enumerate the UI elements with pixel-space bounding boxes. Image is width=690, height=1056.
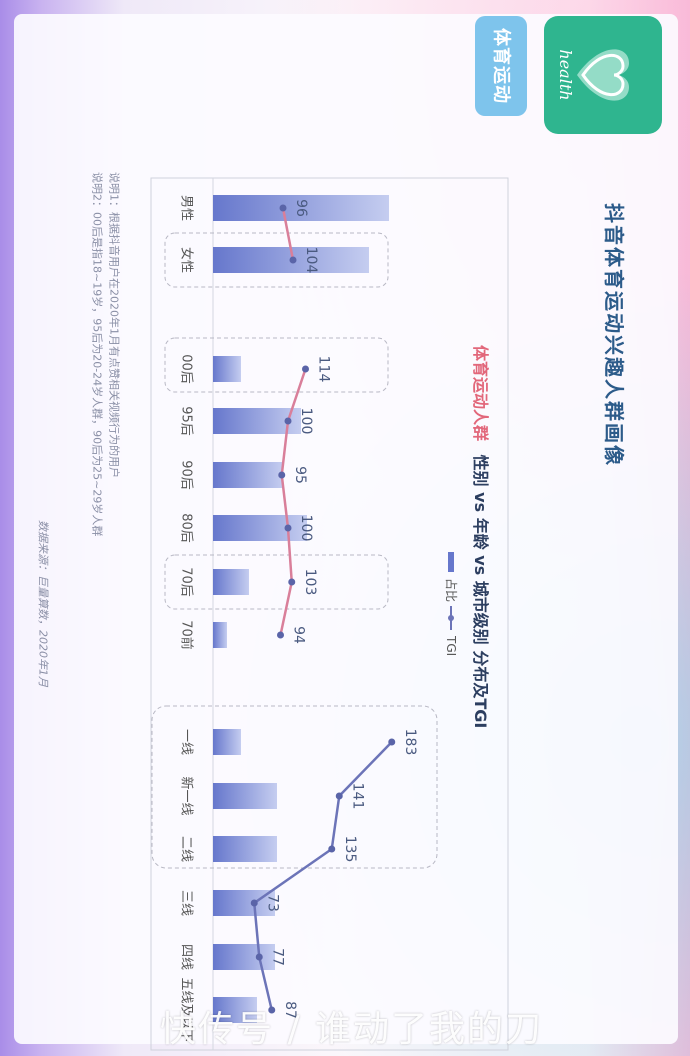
note-1: 说明1：根据抖音用户在2020年1月有点赞相关视频行为的用户: [108, 172, 122, 478]
category-label-age-1: 95后: [179, 406, 194, 436]
tgi-point-age-1: [284, 417, 292, 425]
tgi-line-gender: [281, 207, 295, 261]
tgi-line-city: [253, 741, 393, 1011]
bar-city-2: [213, 836, 277, 862]
category-label-age-5: 70前: [179, 620, 195, 650]
tgi-point-city-3: [250, 899, 258, 907]
page-title: 抖音体育运动兴趣人群画像: [602, 203, 626, 467]
tgi-point-age-3: [284, 524, 292, 532]
tgi-point-gender-0: [279, 204, 287, 212]
tgi-label-age-5: 94: [291, 626, 307, 644]
watermark: 快传号 / 谁动了我的刀: [160, 1009, 544, 1050]
tgi-line-age: [279, 368, 307, 636]
bar-age-0: [213, 356, 241, 382]
content-card: [14, 14, 678, 1044]
bar-gender-0: [213, 195, 389, 221]
tgi-point-city-2: [328, 845, 336, 853]
tgi-label-city-5: 87: [282, 1001, 298, 1019]
legend-bar-label: 占比: [444, 578, 459, 602]
tgi-label-city-3: 73: [264, 894, 280, 912]
tgi-label-age-2: 95: [292, 466, 308, 484]
bar-city-4: [213, 944, 275, 970]
legend: 占比 TGI: [444, 552, 459, 656]
tgi-label-city-0: 183: [402, 729, 418, 756]
plot-frame: [150, 177, 509, 1051]
tgi-point-age-4: [288, 578, 296, 586]
highlight-boxes: [151, 232, 438, 869]
category-label-city-3: 三线: [179, 890, 194, 916]
category-label-city-1: 新一线: [179, 776, 195, 815]
tgi-lines-layer: 96 104 114 100 95 100 103 94 183 141 135 73 77 87: [250, 199, 418, 1019]
tgi-label-gender-0: 96: [293, 199, 309, 217]
logo-text: health: [556, 49, 575, 100]
category-label-gender-0: 男性: [179, 195, 194, 221]
tgi-label-age-0: 114: [316, 356, 332, 383]
category-badge: 体育运动: [475, 16, 527, 116]
bar-city-1: [213, 783, 277, 809]
tgi-point-gender-1: [289, 256, 297, 264]
category-label-age-0: 00后: [179, 354, 194, 384]
tgi-point-city-5: [268, 1006, 276, 1014]
bar-city-5: [213, 997, 257, 1023]
heart-icon: [577, 49, 629, 101]
tgi-label-age-4: 103: [302, 569, 318, 596]
tgi-label-age-1: 100: [298, 408, 314, 435]
chart-title-rest: 性别 vs 年龄 vs 城市级别 分布及TGI: [472, 455, 491, 729]
category-label-city-4: 四线: [179, 944, 194, 970]
bar-age-3: [213, 515, 307, 541]
tgi-point-city-4: [255, 953, 263, 961]
chart-title: 体育运动人群 性别 vs 年龄 vs 城市级别 分布及TGI: [472, 345, 491, 728]
bar-age-5: [213, 622, 227, 648]
tgi-point-city-1: [335, 792, 343, 800]
tgi-label-city-1: 141: [349, 783, 365, 810]
legend-bar-swatch: [448, 552, 454, 572]
category-label-city-5: 五线及以下: [179, 977, 194, 1042]
category-label-city-2: 二线: [179, 836, 194, 862]
badge-text: 体育运动: [491, 28, 513, 104]
tgi-point-age-0: [302, 365, 309, 373]
health-logo: health: [544, 16, 662, 134]
tgi-label-city-2: 135: [342, 836, 358, 863]
tgi-point-city-0: [388, 738, 396, 746]
category-label-age-4: 70后: [179, 567, 194, 597]
tgi-label-city-4: 77: [269, 948, 285, 966]
note-2: 说明2：00后是指18~19岁，95后为20-24岁人群，90后为25~29岁人…: [91, 172, 105, 536]
category-label-gender-1: 女性: [179, 247, 195, 273]
tgi-label-gender-1: 104: [303, 247, 319, 274]
tgi-point-age-2: [278, 471, 286, 479]
tgi-label-age-3: 100: [298, 515, 314, 542]
chart-title-highlight: 体育运动人群: [472, 345, 491, 441]
bar-age-2: [213, 462, 283, 488]
category-label-age-3: 80后: [179, 513, 194, 543]
legend-line-label: TGI: [444, 635, 458, 656]
category-label-age-2: 90后: [179, 460, 194, 490]
tgi-point-age-5: [277, 631, 284, 639]
bar-city-0: [213, 729, 241, 755]
category-label-city-0: 一线: [179, 729, 194, 755]
bar-age-4: [213, 569, 249, 595]
data-source: 数据来源：巨量算数，2020年1月: [37, 520, 50, 688]
